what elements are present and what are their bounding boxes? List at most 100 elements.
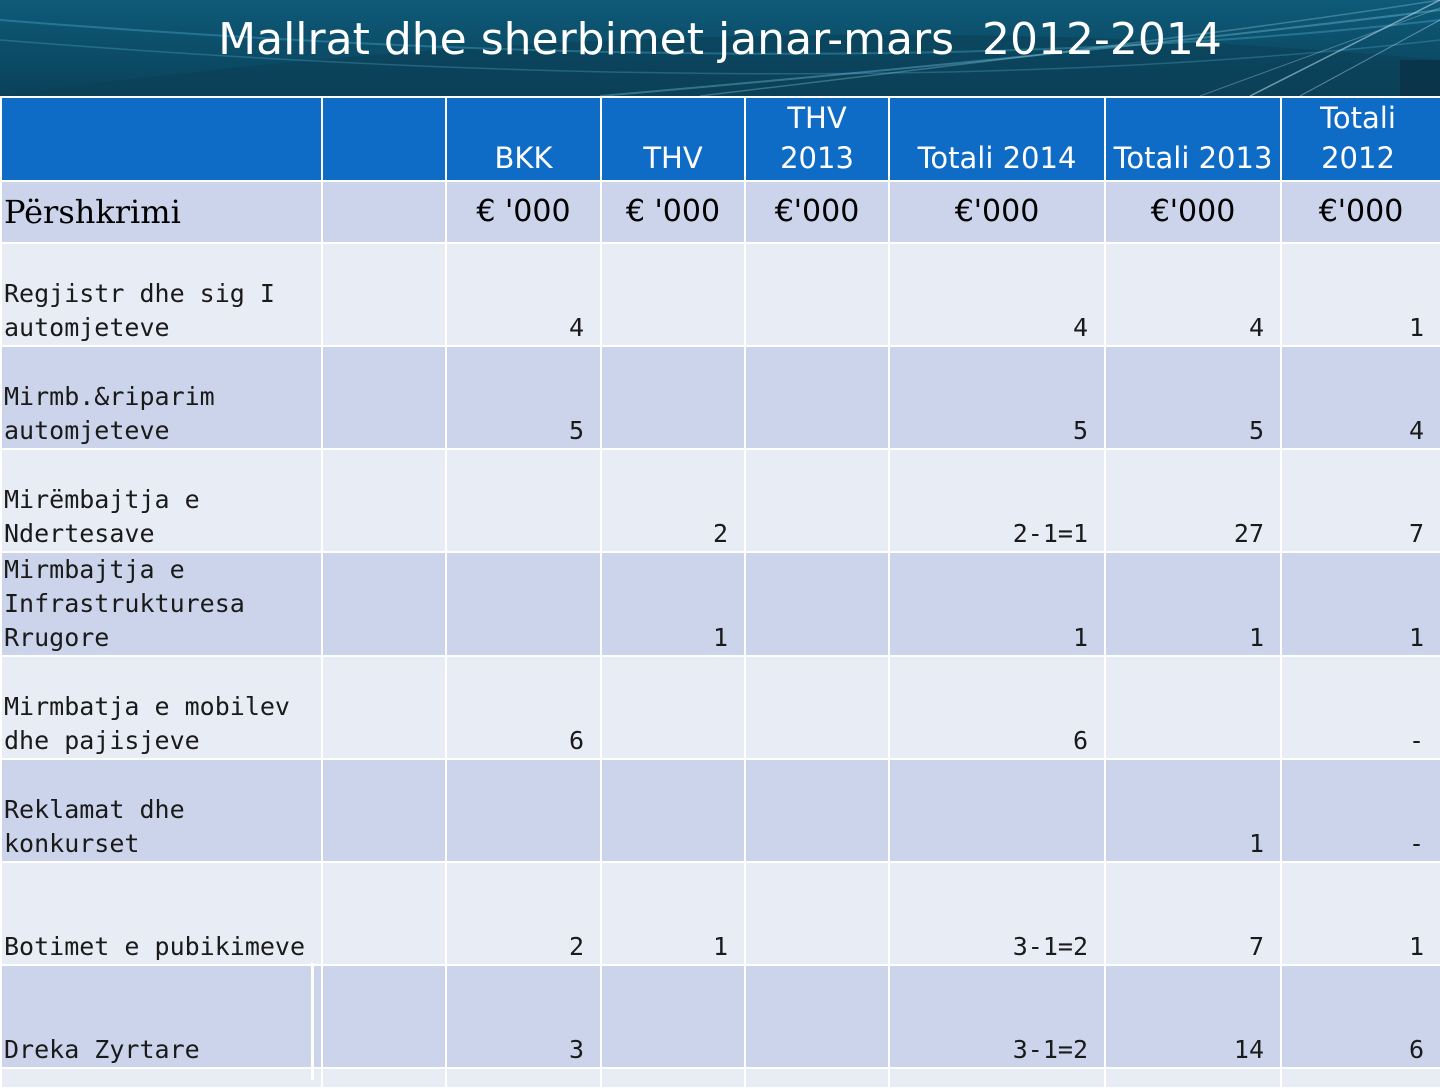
stub-cell	[888, 1067, 1106, 1089]
row-bkk	[445, 551, 602, 657]
row-totali-2014: 5	[888, 345, 1106, 450]
row-bkk: 5	[445, 345, 602, 450]
row-totali-2012: 1	[1280, 861, 1440, 966]
header-cell-blank	[321, 96, 447, 182]
table-row: Mirmbajtja e Infrastrukturesa Rrugore 1 …	[0, 551, 1440, 657]
row-thv: 1	[600, 551, 746, 657]
row-thv: 1	[600, 861, 746, 966]
units-row: Përshkrimi € '000 € '000 €'000 €'000 €'0…	[0, 180, 1440, 244]
stub-cell	[1104, 1067, 1282, 1089]
row-totali-2013: 4	[1104, 242, 1282, 347]
stub-cell	[744, 1067, 890, 1089]
table-row-cut-off	[0, 1067, 1440, 1089]
header-cell-description	[0, 96, 323, 182]
data-table-area: BKK THV THV 2013 Totali 2014 Totali 2013…	[0, 96, 1440, 1089]
description-label: Përshkrimi	[0, 180, 323, 244]
table-row: Reklamat dhe konkurset 1 -	[0, 758, 1440, 863]
row-totali-2012: -	[1280, 758, 1440, 863]
unit-cell-totali-2013: €'000	[1104, 180, 1282, 244]
table-row: Mirmb.&riparim automjeteve 5 5 5 4	[0, 345, 1440, 450]
row-totali-2012: 1	[1280, 551, 1440, 657]
row-blank-cell	[321, 964, 447, 1069]
row-bkk: 3	[445, 964, 602, 1069]
row-totali-2014: 3-1=2	[888, 861, 1106, 966]
row-thv-2013	[744, 551, 890, 657]
row-bkk	[445, 448, 602, 553]
row-thv: 2	[600, 448, 746, 553]
row-thv-2013	[744, 242, 890, 347]
unit-cell-bkk: € '000	[445, 180, 602, 244]
row-totali-2012: -	[1280, 655, 1440, 760]
row-totali-2014: 6	[888, 655, 1106, 760]
column-divider-line	[311, 963, 314, 1080]
row-blank-cell	[321, 758, 447, 863]
row-description: Reklamat dhe konkurset	[0, 758, 323, 863]
stub-cell	[600, 1067, 746, 1089]
row-thv-2013	[744, 448, 890, 553]
banner-swoosh-decoration	[0, 0, 1440, 96]
row-blank-cell	[321, 551, 447, 657]
row-totali-2013: 5	[1104, 345, 1282, 450]
unit-cell-thv: € '000	[600, 180, 746, 244]
row-totali-2012: 7	[1280, 448, 1440, 553]
row-description: Mirmbatja e mobilev dhe pajisjeve	[0, 655, 323, 760]
row-totali-2014: 2-1=1	[888, 448, 1106, 553]
row-totali-2013: 7	[1104, 861, 1282, 966]
stub-cell	[0, 1067, 323, 1089]
row-totali-2012: 6	[1280, 964, 1440, 1069]
table-row: Dreka Zyrtare 3 3-1=2 14 6	[0, 964, 1440, 1069]
row-thv	[600, 242, 746, 347]
row-blank-cell	[321, 242, 447, 347]
header-cell-totali-2014: Totali 2014	[888, 96, 1106, 182]
row-bkk: 2	[445, 861, 602, 966]
unit-cell-thv-2013: €'000	[744, 180, 890, 244]
row-totali-2013: 1	[1104, 758, 1282, 863]
row-blank-cell	[321, 448, 447, 553]
header-cell-thv-2013: THV 2013	[744, 96, 890, 182]
expenses-table: BKK THV THV 2013 Totali 2014 Totali 2013…	[0, 96, 1440, 1089]
row-bkk: 6	[445, 655, 602, 760]
row-thv-2013	[744, 861, 890, 966]
row-description: Dreka Zyrtare	[0, 964, 323, 1069]
row-bkk: 4	[445, 242, 602, 347]
row-thv-2013	[744, 964, 890, 1069]
row-totali-2012: 1	[1280, 242, 1440, 347]
row-thv	[600, 758, 746, 863]
row-totali-2014: 4	[888, 242, 1106, 347]
row-totali-2012: 4	[1280, 345, 1440, 450]
row-description: Mirmbajtja e Infrastrukturesa Rrugore	[0, 551, 323, 657]
stub-cell	[1280, 1067, 1440, 1089]
row-thv-2013	[744, 345, 890, 450]
header-row: BKK THV THV 2013 Totali 2014 Totali 2013…	[0, 96, 1440, 182]
row-thv	[600, 345, 746, 450]
header-cell-totali-2013: Totali 2013	[1104, 96, 1282, 182]
row-totali-2013	[1104, 655, 1282, 760]
table-row: Botimet e pubikimeve 2 1 3-1=2 7 1	[0, 861, 1440, 966]
row-bkk	[445, 758, 602, 863]
table-row: Regjistr dhe sig I automjeteve 4 4 4 1	[0, 242, 1440, 347]
unit-cell-blank	[321, 180, 447, 244]
title-banner: Mallrat dhe sherbimet janar-mars 2012-20…	[0, 0, 1440, 96]
row-blank-cell	[321, 655, 447, 760]
table-row: Mirmbatja e mobilev dhe pajisjeve 6 6 -	[0, 655, 1440, 760]
header-cell-bkk: BKK	[445, 96, 602, 182]
row-totali-2014: 1	[888, 551, 1106, 657]
row-totali-2013: 27	[1104, 448, 1282, 553]
page-title: Mallrat dhe sherbimet janar-mars 2012-20…	[218, 14, 1222, 65]
row-blank-cell	[321, 345, 447, 450]
row-totali-2014: 3-1=2	[888, 964, 1106, 1069]
row-totali-2014	[888, 758, 1106, 863]
unit-cell-totali-2012: €'000	[1280, 180, 1440, 244]
row-thv-2013	[744, 758, 890, 863]
row-totali-2013: 14	[1104, 964, 1282, 1069]
row-thv	[600, 964, 746, 1069]
table-row: Mirëmbajtja e Ndertesave 2 2-1=1 27 7	[0, 448, 1440, 553]
row-description: Mirëmbajtja e Ndertesave	[0, 448, 323, 553]
stub-cell	[321, 1067, 447, 1089]
row-thv	[600, 655, 746, 760]
row-blank-cell	[321, 861, 447, 966]
header-cell-totali-2012: Totali 2012	[1280, 96, 1440, 182]
row-description: Regjistr dhe sig I automjeteve	[0, 242, 323, 347]
row-description: Botimet e pubikimeve	[0, 861, 323, 966]
stub-cell	[445, 1067, 602, 1089]
